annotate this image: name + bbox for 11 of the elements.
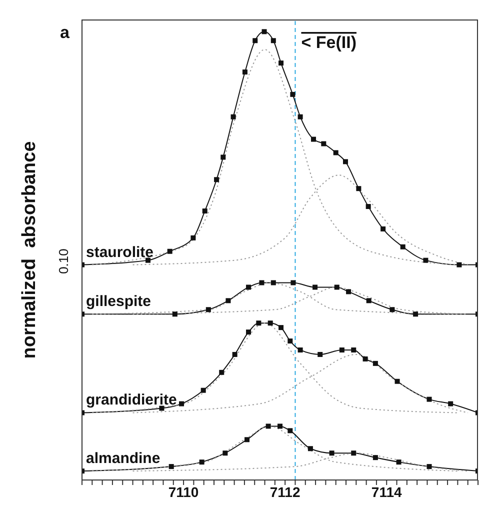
series-label: almandine xyxy=(86,450,160,468)
ref-line-label: < Fe(II) xyxy=(301,33,356,52)
series-label: gillespite xyxy=(86,293,152,310)
series-label: staurolite xyxy=(86,244,154,261)
text: 0.10 xyxy=(56,248,71,274)
chart-title: a xyxy=(60,23,70,42)
x-tick-label: 7114 xyxy=(371,484,402,500)
x-tick-label: 7112 xyxy=(270,484,300,500)
series-label: grandidierite xyxy=(86,392,177,409)
x-tick-label: 7110 xyxy=(168,484,199,500)
y-axis-title: normalized absorbance xyxy=(19,141,40,359)
